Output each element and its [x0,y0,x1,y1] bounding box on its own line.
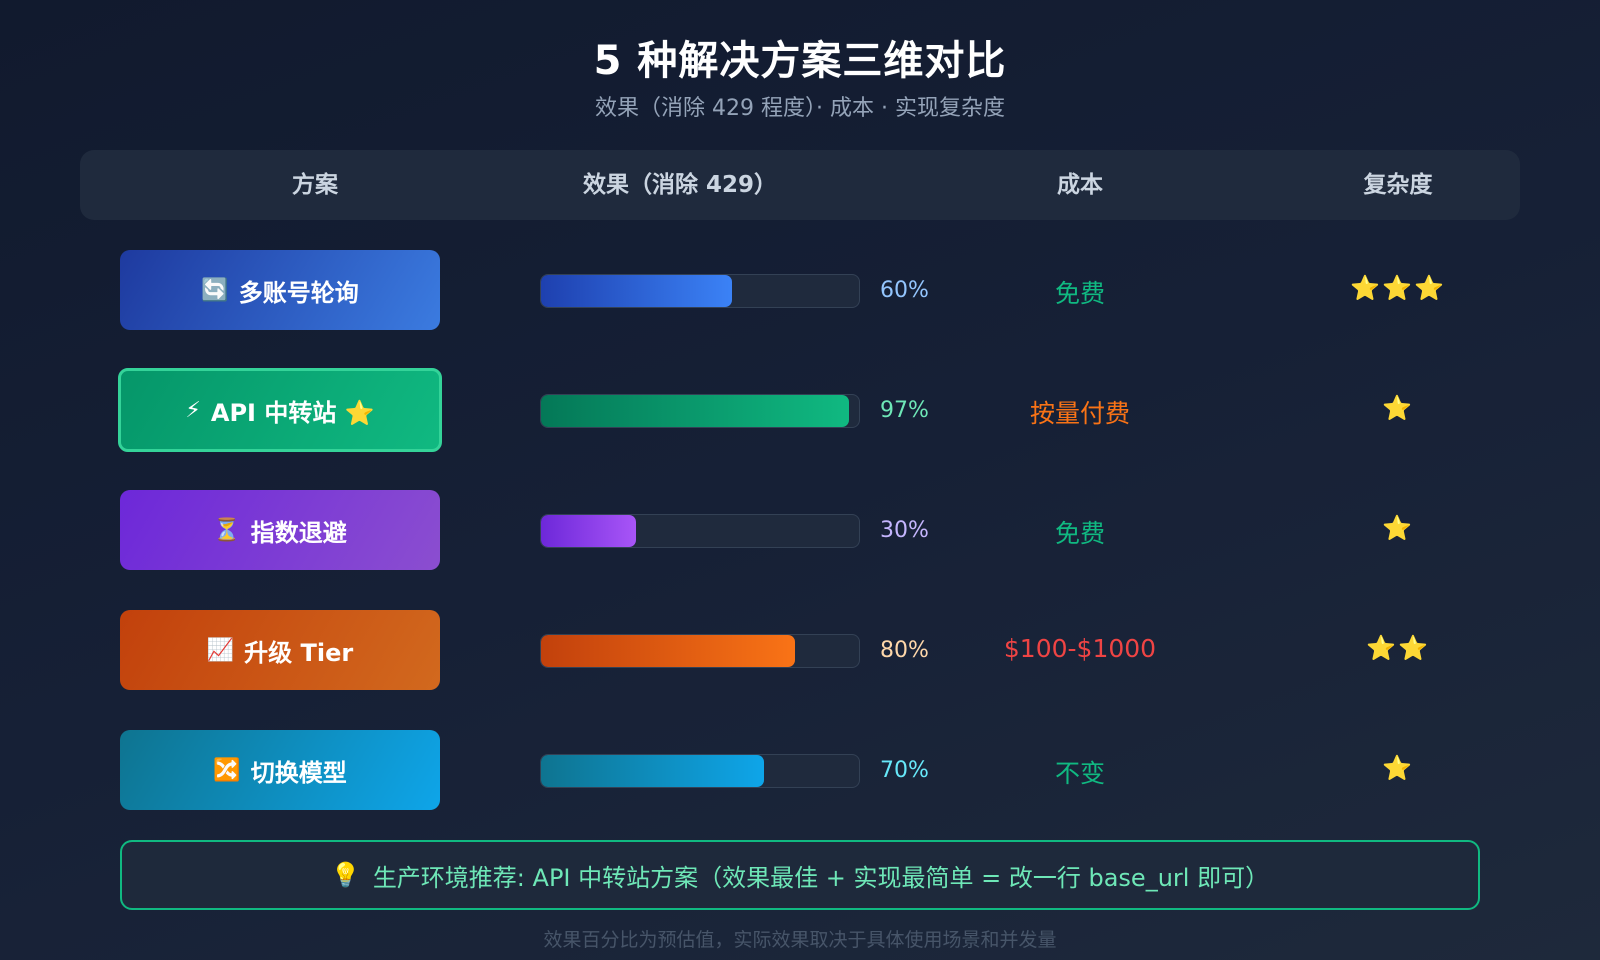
effect-bar-fill [541,395,850,427]
plan-button[interactable]: ⚡ API 中转站 ⭐ [118,368,442,452]
plan-button[interactable]: 🔀 切换模型 [120,730,440,810]
plan-label: API 中转站 ⭐ [210,398,375,427]
effect-percent: 70% [880,758,929,783]
plan-label: 多账号轮询 [238,278,359,307]
column-header-effect: 效果（消除 429） [582,172,778,198]
table-row: 🔄 多账号轮询 60% 免费 ⭐⭐⭐ [0,250,1600,330]
table-row: 📈 升级 Tier 80% $100-$1000 ⭐⭐ [0,610,1600,690]
table-row: ⚡ API 中转站 ⭐ 97% 按量付费 ⭐ [0,368,1600,452]
plan-label: 指数退避 [250,518,347,547]
recommendation-text: 生产环境推荐: API 中转站方案（效果最佳 + 实现最简单 = 改一行 bas… [372,863,1270,892]
footnote: 效果百分比为预估值，实际效果取决于具体使用场景和并发量 [543,929,1057,951]
plan-button[interactable]: 📈 升级 Tier [120,610,440,690]
plan-button[interactable]: ⏳ 指数退避 [120,490,440,570]
effect-percent: 80% [880,638,929,663]
effect-percent: 30% [880,518,929,543]
column-header-complexity: 复杂度 [1363,172,1433,198]
page-title: 5 种解决方案三维对比 [593,38,1007,84]
complexity-stars-icon: ⭐ [1382,394,1414,422]
lightbulb-icon: 💡 [330,861,361,889]
cost-value: 按量付费 [1029,399,1131,428]
table-header: 方案 效果（消除 429） 成本 复杂度 [80,150,1520,220]
effect-bar-track [540,394,860,428]
plan-label: 升级 Tier [244,638,354,667]
effect-bar-fill [541,275,732,307]
page-subtitle: 效果（消除 429 程度）· 成本 · 实现复杂度 [595,96,1005,121]
effect-bar-fill [541,635,796,667]
refresh-icon: 🔄 [201,277,229,303]
effect-percent: 60% [880,278,929,303]
effect-bar-track [540,754,860,788]
shuffle-icon: 🔀 [213,757,241,783]
complexity-stars-icon: ⭐ [1382,754,1414,782]
cost-value: $100-$1000 [1003,634,1157,663]
chart-up-icon: 📈 [206,637,235,663]
effect-bar-fill [541,515,637,547]
effect-percent: 97% [880,398,929,423]
recommendation-banner: 💡 生产环境推荐: API 中转站方案（效果最佳 + 实现最简单 = 改一行 b… [120,840,1480,910]
cost-value: 不变 [1054,759,1106,788]
complexity-stars-icon: ⭐ [1382,514,1414,542]
hourglass-icon: ⏳ [213,517,241,543]
column-header-plan: 方案 [292,172,338,198]
cost-value: 免费 [1054,519,1106,548]
complexity-stars-icon: ⭐⭐ [1366,634,1430,662]
table-row: 🔀 切换模型 70% 不变 ⭐ [0,730,1600,810]
effect-bar-fill [541,755,764,787]
plan-button[interactable]: 🔄 多账号轮询 [120,250,440,330]
column-header-cost: 成本 [1057,172,1103,198]
complexity-stars-icon: ⭐⭐⭐ [1350,274,1446,302]
table-row: ⏳ 指数退避 30% 免费 ⭐ [0,490,1600,570]
lightning-icon: ⚡ [185,397,201,423]
cost-value: 免费 [1054,279,1106,308]
effect-bar-track [540,274,860,308]
effect-bar-track [540,514,860,548]
effect-bar-track [540,634,860,668]
plan-label: 切换模型 [250,758,347,787]
